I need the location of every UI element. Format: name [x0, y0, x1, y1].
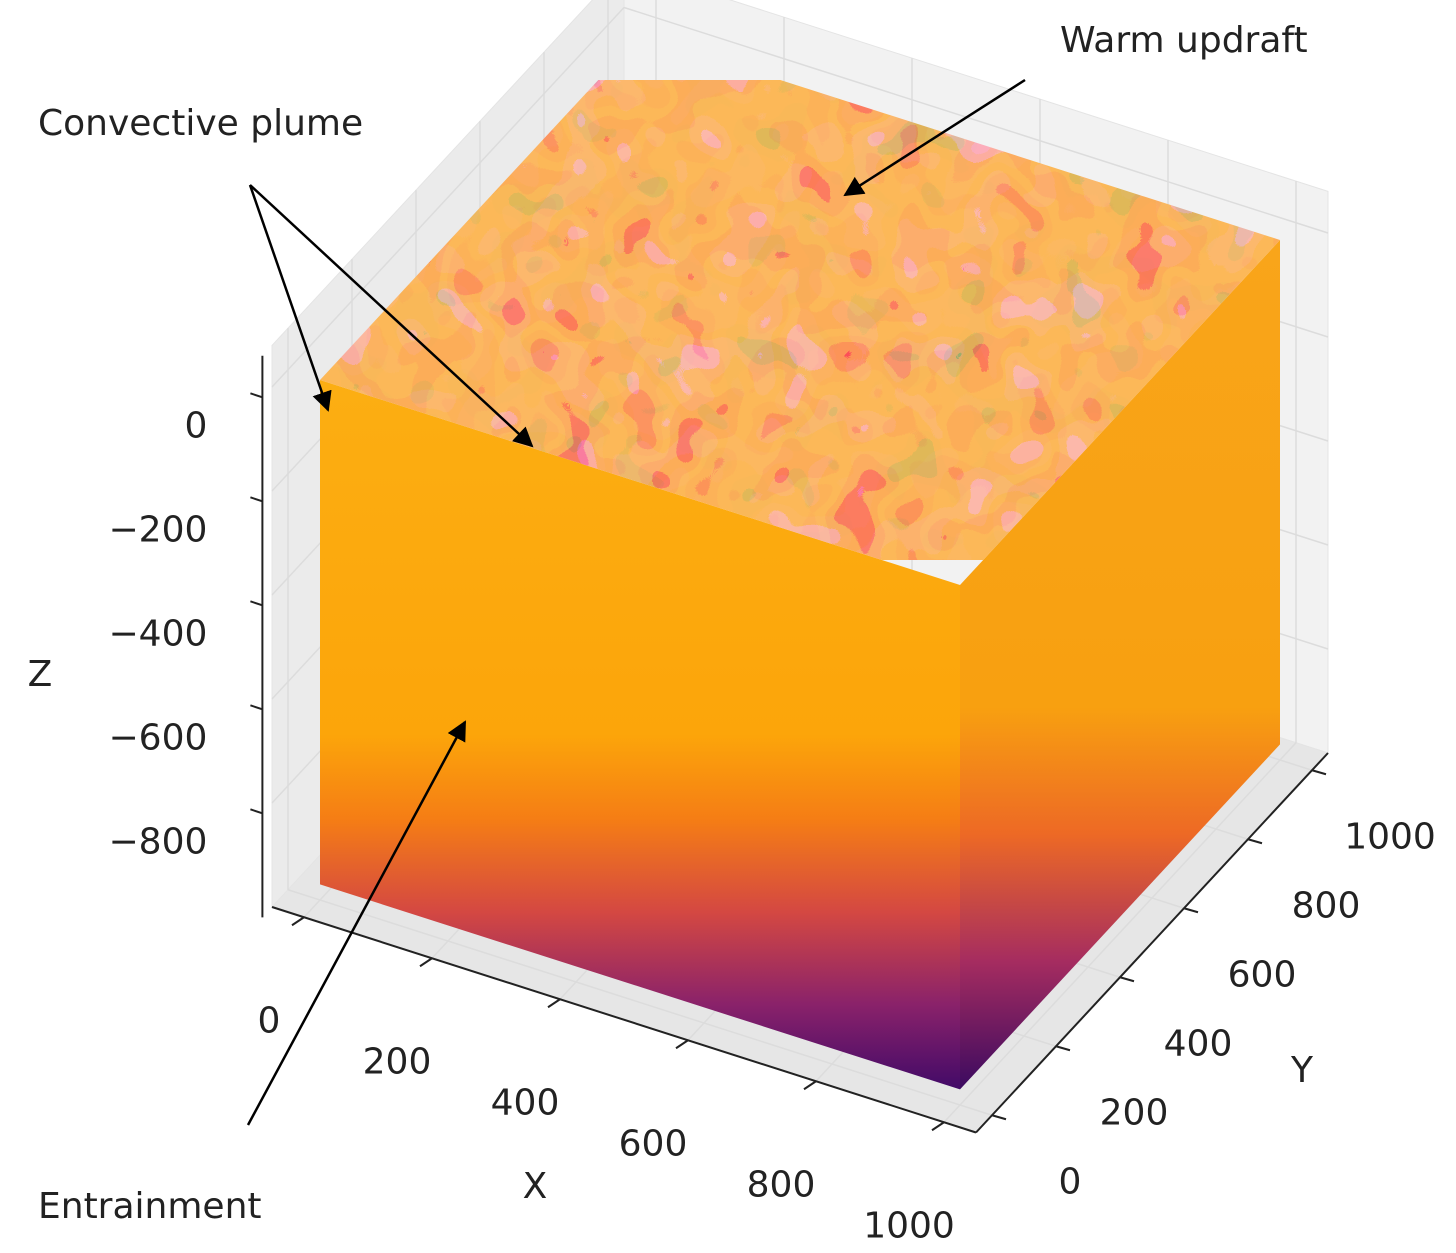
- z-tick-label: −600: [109, 717, 208, 758]
- y-tick: [1184, 908, 1198, 912]
- x-tick: [420, 958, 432, 966]
- z-tick: [250, 497, 262, 501]
- x-tick: [804, 1081, 816, 1089]
- x-tick: [676, 1040, 688, 1048]
- y-axis-label: Y: [1290, 1050, 1314, 1091]
- z-tick-label: −800: [109, 821, 208, 862]
- y-tick: [1312, 770, 1326, 774]
- z-tick: [250, 393, 262, 397]
- z-tick: [250, 705, 262, 709]
- z-tick: [250, 809, 262, 813]
- x-axis-label: X: [523, 1166, 548, 1207]
- y-tick: [1248, 839, 1262, 843]
- y-tick-label: 800: [1292, 885, 1361, 926]
- z-tick: [250, 601, 262, 605]
- y-tick-label: 200: [1100, 1092, 1169, 1133]
- x-tick-label: 800: [747, 1164, 816, 1205]
- y-tick-label: 400: [1164, 1023, 1233, 1064]
- x-tick: [548, 999, 560, 1007]
- z-tick-label: 0: [184, 405, 207, 446]
- y-tick-label: 1000: [1344, 816, 1436, 857]
- annotation: Warm updraft: [1060, 20, 1308, 61]
- z-axis-label: Z: [28, 654, 53, 695]
- x-tick: [932, 1122, 944, 1130]
- x-tick-label: 0: [258, 1000, 281, 1041]
- y-tick-label: 0: [1059, 1161, 1082, 1202]
- x-tick-label: 200: [363, 1041, 432, 1082]
- z-tick-label: −200: [109, 509, 208, 550]
- y-tick-label: 600: [1228, 954, 1297, 995]
- annotation: Convective plume: [38, 103, 363, 144]
- chart: 0 200 400 600 800 1000 0 200 400 600 800 1000 0 −200 −…: [0, 0, 1456, 1253]
- x-tick-label: 600: [619, 1123, 688, 1164]
- x-tick-label: 1000: [863, 1205, 955, 1246]
- z-tick-label: −400: [109, 613, 208, 654]
- y-tick: [1056, 1046, 1070, 1050]
- x-tick: [292, 917, 304, 925]
- y-tick: [1120, 977, 1134, 981]
- y-tick: [992, 1115, 1006, 1119]
- x-tick-label: 400: [491, 1082, 560, 1123]
- annotation: Entrainment: [38, 1186, 262, 1227]
